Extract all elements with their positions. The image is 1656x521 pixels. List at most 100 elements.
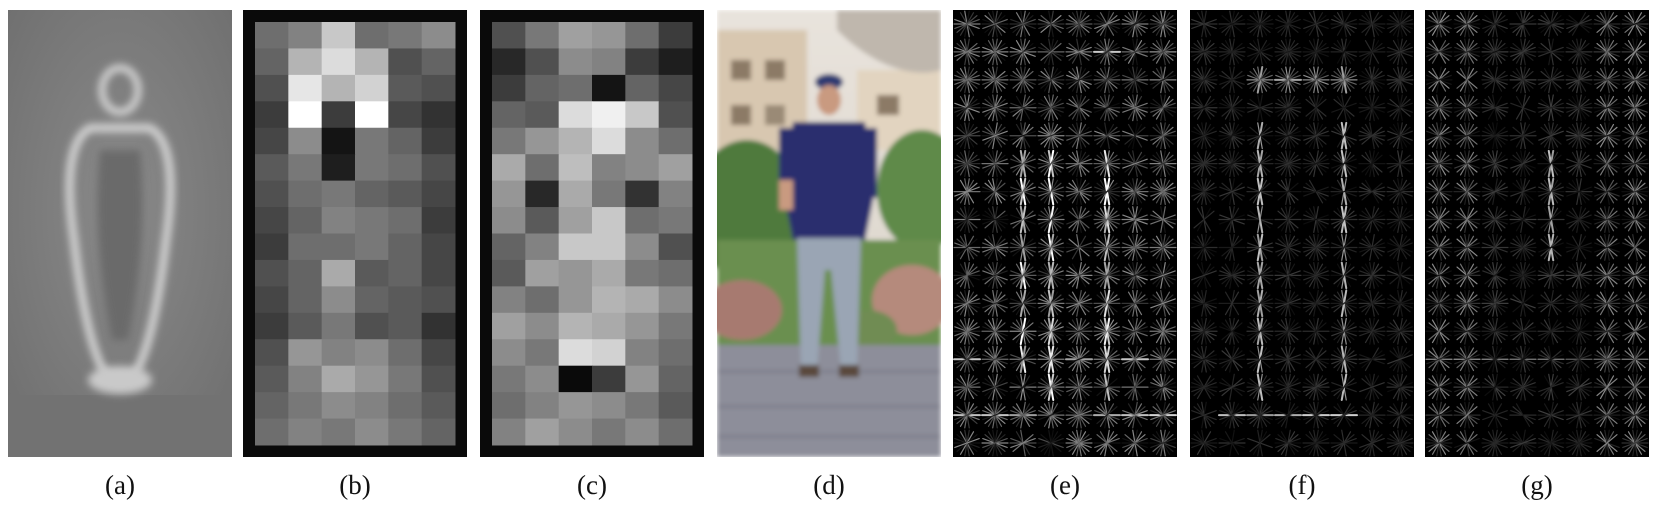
hog-cell-glyph	[1190, 234, 1218, 261]
hog-cell-glyph	[1359, 373, 1385, 401]
hog-cell-glyph	[1593, 150, 1621, 178]
hog-cell-glyph	[1246, 261, 1274, 290]
hog-cell-glyph	[1149, 38, 1177, 66]
hog-cell-glyph	[1303, 10, 1329, 38]
hog-cell-glyph	[1009, 429, 1037, 457]
hog-cell-glyph	[1386, 317, 1414, 345]
hog-cell-glyph	[1190, 95, 1218, 120]
grid-cell	[355, 392, 389, 420]
hog-cell-glyph	[1425, 150, 1453, 178]
hog-cell-glyph	[1218, 122, 1246, 150]
hog-cell-glyph	[1358, 150, 1386, 178]
hog-cell-glyph	[1190, 66, 1218, 94]
hog-cell-glyph	[1009, 317, 1037, 346]
grid-cell	[558, 22, 593, 49]
grid-cell	[388, 180, 423, 208]
hog-cell-glyph	[1246, 177, 1274, 206]
grid-cell	[658, 339, 693, 367]
grid-cell	[625, 101, 660, 129]
hog-cell-glyph	[1149, 401, 1177, 429]
hog-cell-glyph	[1621, 345, 1649, 373]
grid-cell	[255, 48, 289, 76]
grid-cell	[255, 418, 289, 446]
hog-cell-glyph	[1594, 429, 1620, 457]
hog-cell-glyph	[1149, 206, 1177, 233]
hog-cell-glyph	[1009, 289, 1037, 318]
grid-cell	[558, 101, 593, 129]
hog-cell-glyph	[981, 317, 1009, 345]
grid-cell	[492, 418, 526, 446]
hog-cell-glyph	[1218, 234, 1246, 261]
hog-cell-glyph	[1509, 206, 1537, 233]
hog-cell-glyph	[953, 429, 981, 457]
hog-cell-glyph	[1149, 178, 1177, 205]
hog-cell-glyph	[1537, 38, 1565, 66]
hog-cell-glyph	[1621, 373, 1649, 401]
hog-cell-glyph	[1593, 262, 1621, 289]
grid-cell	[321, 101, 356, 129]
hog-cell-glyph	[1009, 177, 1037, 206]
grid-cell	[558, 392, 593, 420]
grid-cell	[592, 259, 626, 287]
hog-cell-glyph	[1302, 317, 1330, 345]
grid-cell	[625, 392, 660, 420]
grid-cell	[625, 286, 660, 314]
grid-cell	[421, 207, 456, 234]
grid-cell	[255, 207, 289, 234]
grid-cell	[658, 365, 693, 393]
hog-cell-glyph	[953, 345, 981, 373]
grid-cell	[525, 101, 560, 129]
grid-cell	[558, 154, 593, 182]
hog-cell-glyph	[1386, 38, 1414, 66]
hog-cell-glyph	[1537, 317, 1565, 345]
caption-g: (g)	[1521, 470, 1553, 500]
grid-cell	[421, 259, 456, 287]
hog-cell-glyph	[953, 206, 981, 233]
hog-cell-glyph	[1246, 317, 1274, 346]
hog-cell-glyph	[1537, 401, 1565, 429]
hog-cell-glyph	[1331, 121, 1357, 150]
hog-cell-glyph	[1149, 66, 1177, 94]
hog-cell-glyph	[1331, 149, 1357, 178]
hog-cell-glyph	[1093, 429, 1121, 457]
hog-cell-glyph	[1274, 262, 1302, 289]
hog-cell-glyph	[1537, 205, 1565, 234]
hog-cell-glyph	[1274, 317, 1302, 345]
grid-cell	[625, 312, 660, 340]
hog-cell-glyph	[1274, 66, 1302, 94]
hog-cell-glyph	[1305, 94, 1327, 122]
grid-cell	[255, 365, 289, 393]
hog-cell-glyph	[1274, 178, 1302, 205]
hog-cell-glyph	[1037, 205, 1065, 234]
hog-cell-glyph	[1010, 205, 1036, 234]
positive-weight-grid	[243, 10, 467, 457]
hog-cell-glyph	[1037, 177, 1065, 206]
hog-cell-glyph	[1358, 66, 1386, 94]
hog-cell-glyph	[1191, 122, 1217, 150]
hog-cell-glyph	[1066, 94, 1092, 122]
grid-cell	[658, 392, 693, 420]
hog-cell-glyph	[1481, 38, 1509, 66]
hog-cell-glyph	[1593, 206, 1621, 233]
hog-cell-glyph	[981, 94, 1009, 122]
hog-cell-glyph	[1565, 12, 1593, 36]
hog-cell-glyph	[1453, 289, 1481, 317]
grid-cell	[592, 74, 626, 102]
hog-cell-glyph	[1302, 347, 1330, 372]
caption-d: (d)	[813, 470, 845, 500]
grid-cell	[658, 286, 693, 314]
hog-cell-glyph	[1149, 317, 1177, 345]
hog-cell-glyph	[1037, 66, 1065, 94]
hog-cell-glyph	[1330, 345, 1358, 374]
hog-cell-glyph	[1149, 150, 1177, 178]
hog-cell-glyph	[1246, 401, 1274, 429]
hog-cell-glyph	[1621, 150, 1649, 178]
grid-cell	[525, 259, 560, 287]
grid-cell	[355, 365, 389, 393]
hog-descriptor-visualization	[953, 10, 1177, 457]
hog-cell-glyph	[1330, 317, 1358, 345]
grid-cell	[421, 233, 456, 261]
hog-cell-glyph	[1065, 234, 1093, 261]
hog-cell-glyph	[1453, 345, 1481, 373]
grid-cell	[288, 312, 323, 340]
